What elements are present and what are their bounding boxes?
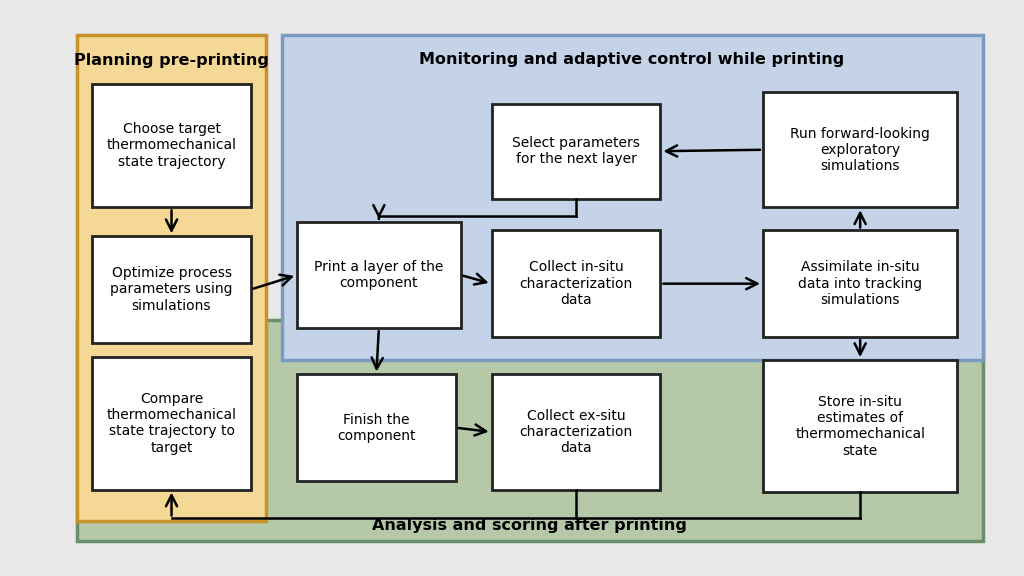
Text: Monitoring and adaptive control while printing: Monitoring and adaptive control while pr… bbox=[419, 52, 845, 67]
Text: Store in-situ
estimates of
thermomechanical
state: Store in-situ estimates of thermomechani… bbox=[796, 395, 925, 457]
FancyBboxPatch shape bbox=[763, 92, 957, 207]
FancyBboxPatch shape bbox=[92, 236, 251, 343]
FancyBboxPatch shape bbox=[77, 320, 983, 541]
Text: Compare
thermomechanical
state trajectory to
target: Compare thermomechanical state trajector… bbox=[106, 392, 237, 454]
Text: Collect in-situ
characterization
data: Collect in-situ characterization data bbox=[519, 260, 633, 307]
FancyBboxPatch shape bbox=[492, 374, 660, 490]
FancyBboxPatch shape bbox=[77, 35, 266, 521]
FancyBboxPatch shape bbox=[282, 35, 983, 360]
FancyBboxPatch shape bbox=[92, 357, 251, 490]
FancyBboxPatch shape bbox=[763, 230, 957, 337]
FancyBboxPatch shape bbox=[92, 84, 251, 207]
Text: Analysis and scoring after printing: Analysis and scoring after printing bbox=[372, 518, 687, 533]
Text: Print a layer of the
component: Print a layer of the component bbox=[314, 260, 443, 290]
Text: Choose target
thermomechanical
state trajectory: Choose target thermomechanical state tra… bbox=[106, 122, 237, 169]
Text: Select parameters
for the next layer: Select parameters for the next layer bbox=[512, 136, 640, 166]
Text: Collect ex-situ
characterization
data: Collect ex-situ characterization data bbox=[519, 409, 633, 455]
Text: Planning pre-printing: Planning pre-printing bbox=[74, 53, 268, 68]
Text: Run forward-looking
exploratory
simulations: Run forward-looking exploratory simulati… bbox=[791, 127, 930, 173]
FancyBboxPatch shape bbox=[492, 230, 660, 337]
FancyBboxPatch shape bbox=[297, 222, 461, 328]
FancyBboxPatch shape bbox=[763, 360, 957, 492]
Text: Assimilate in-situ
data into tracking
simulations: Assimilate in-situ data into tracking si… bbox=[798, 260, 923, 307]
FancyBboxPatch shape bbox=[297, 374, 456, 481]
Text: Finish the
component: Finish the component bbox=[337, 412, 416, 443]
Text: Optimize process
parameters using
simulations: Optimize process parameters using simula… bbox=[111, 266, 232, 313]
FancyBboxPatch shape bbox=[492, 104, 660, 199]
